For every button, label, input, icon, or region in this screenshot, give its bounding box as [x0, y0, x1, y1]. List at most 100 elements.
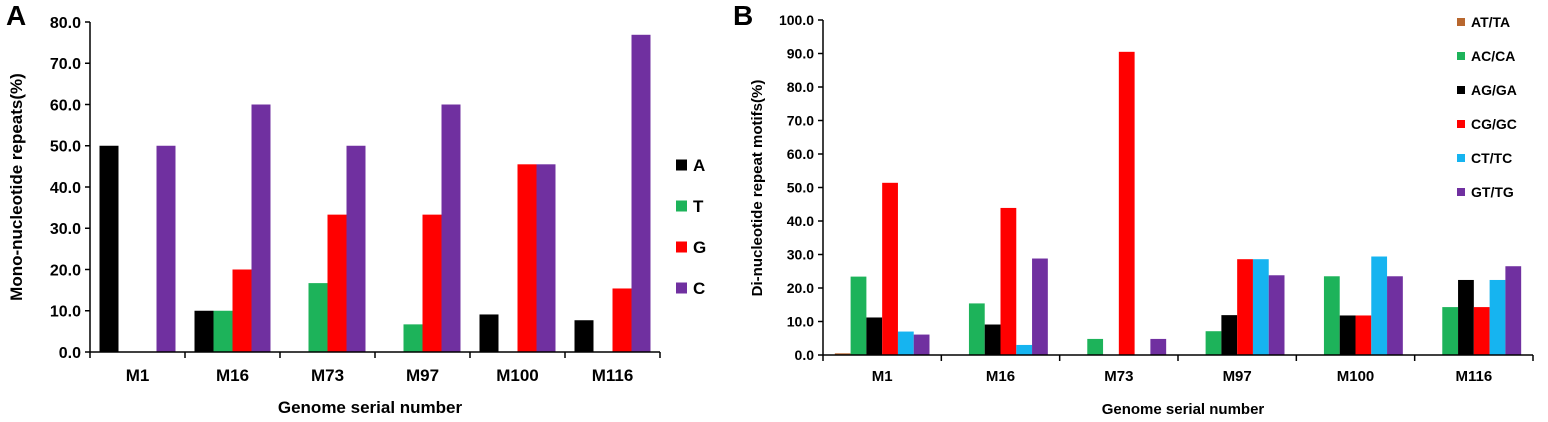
panel-a-y-ticks: 0.0 10.0 20.0 30.0 40.0 50.0 60.0 70.0 80.0	[50, 15, 90, 362]
panel-b-bar-m16-cg-gc	[1000, 207, 1017, 355]
panel-a-category-label: M16	[216, 366, 249, 385]
panel-b-bar-m100-gt-tg	[1387, 276, 1403, 355]
panel-a-bar-m116-c	[631, 34, 651, 352]
panel-b-y-axis-title: Di-nucleotide repeat motifs(%)	[749, 80, 766, 297]
panel-a-bar-m97-t	[403, 324, 423, 352]
panel-b-legend-swatch-ac-ca	[1457, 52, 1465, 60]
panel-b-bar-m97-cg-gc	[1237, 259, 1253, 355]
panel-a-bar-m1-c	[156, 145, 176, 352]
panel-b-legend-label-ag-ga: AG/GA	[1471, 82, 1517, 98]
panel-a-bar-m100-a	[479, 314, 499, 352]
panel-a-y-tick-label: 40.0	[50, 180, 81, 197]
panel-b-bar-m97-ct-tc	[1252, 259, 1269, 355]
panel-b-legend: AT/TA AC/CA AG/GA CG/GC CT/TC GT/TG	[1457, 14, 1517, 200]
panel-a-bar-m73-c	[346, 145, 366, 352]
panel-a-y-tick-label: 60.0	[50, 97, 81, 114]
panel-b-bar-m116-gt-tg	[1505, 266, 1522, 355]
panel-b-di-nucleotide-chart: B Di-nucleotide repeat motifs(%) Genome …	[733, 0, 1534, 418]
panel-b-bar-m1-ct-tc	[897, 331, 914, 355]
panel-a-legend-swatch-t	[676, 200, 687, 212]
panel-b-y-tick-label: 30.0	[787, 247, 814, 263]
panel-a-bar-m97-c	[441, 104, 461, 352]
panel-b-bar-m97-ac-ca	[1205, 331, 1222, 355]
panel-b-bar-m16-gt-tg	[1032, 258, 1048, 355]
panel-b-bar-m73-gt-tg	[1150, 338, 1167, 355]
panel-b-bar-m1-ac-ca	[850, 276, 867, 355]
panel-a-category-labels: M1 M16 M73 M97 M100 M116	[126, 366, 634, 385]
panel-b-y-tick-label: 100.0	[779, 12, 814, 28]
panel-a-legend-label-g: G	[693, 238, 706, 257]
panel-b-y-tick-label: 10.0	[787, 314, 814, 330]
panel-b-y-tick-label: 50.0	[787, 180, 814, 196]
panel-a-legend-label-c: C	[693, 279, 705, 298]
panel-a-bar-m116-a	[574, 320, 594, 352]
panel-a-y-tick-label: 70.0	[50, 56, 81, 73]
panel-b-y-tick-label: 70.0	[787, 113, 814, 129]
panel-b-legend-label-at-ta: AT/TA	[1471, 14, 1510, 30]
panel-a-legend-swatch-a	[676, 159, 687, 171]
panel-b-bar-m1-at-ta	[834, 353, 851, 355]
panel-b-bar-m116-cg-gc	[1473, 307, 1490, 355]
panel-b-category-label: M1	[872, 368, 893, 385]
panel-b-x-axis-title: Genome serial number	[1102, 401, 1265, 418]
panel-a-category-label: M100	[496, 366, 539, 385]
panel-b-category-label: M100	[1337, 368, 1375, 385]
panel-b-category-label: M73	[1104, 368, 1133, 385]
panel-b-bar-m116-ac-ca	[1442, 307, 1459, 355]
panel-a-category-label: M1	[126, 366, 150, 385]
panel-a-y-tick-label: 80.0	[50, 15, 81, 32]
panel-b-y-tick-label: 80.0	[787, 79, 814, 95]
panel-a-bar-m97-g	[422, 214, 442, 352]
panel-b-bar-m116-ct-tc	[1489, 279, 1506, 355]
panel-a-bar-m116-g	[612, 288, 632, 352]
panel-a-bar-m100-g	[517, 164, 537, 352]
panel-b-legend-swatch-ct-tc	[1457, 154, 1465, 162]
panel-b-bars	[834, 51, 1522, 355]
panel-b-bar-m1-cg-gc	[882, 182, 898, 355]
panel-a-category-label: M97	[406, 366, 439, 385]
panel-a-legend-swatch-c	[676, 282, 687, 294]
panel-a-bar-m73-g	[327, 214, 347, 352]
panel-a-label: A	[6, 0, 26, 31]
panel-b-y-ticks: 0.0 10.0 20.0 30.0 40.0 50.0 60.0 70.0 80.0 90.0 1…	[779, 12, 823, 363]
panel-b-bar-m73-cg-gc	[1118, 51, 1135, 355]
panel-b-bar-m73-ac-ca	[1087, 338, 1104, 355]
panel-a-y-tick-label: 0.0	[59, 345, 81, 362]
panel-a-category-label: M116	[592, 366, 634, 385]
panel-b-bar-m16-ac-ca	[968, 303, 985, 355]
panel-b-label: B	[733, 0, 753, 31]
panel-a-y-tick-label: 50.0	[50, 139, 81, 156]
panel-b-bar-m16-ct-tc	[1016, 344, 1033, 355]
panel-b-bar-m1-gt-tg	[913, 334, 930, 355]
panel-b-y-tick-label: 40.0	[787, 213, 814, 229]
panel-b-bar-m97-gt-tg	[1268, 275, 1285, 355]
panel-a-bars	[99, 34, 651, 352]
panel-a-mono-nucleotide-chart: A Mono-nucleotide repeats(%) Genome seri…	[6, 0, 706, 417]
panel-a-bar-m73-t	[308, 283, 328, 352]
panel-b-category-label: M116	[1455, 368, 1492, 385]
panel-a-legend-label-t: T	[693, 197, 704, 216]
panel-a-bar-m16-c	[251, 104, 271, 352]
panel-b-category-label: M16	[986, 368, 1015, 385]
panel-b-category-labels: M1 M16 M73 M97 M100 M116	[872, 368, 1492, 385]
panel-a-bar-m16-a	[194, 310, 214, 352]
panel-a-category-label: M73	[311, 366, 344, 385]
panel-b-y-tick-label: 0.0	[795, 347, 815, 363]
panel-a-y-tick-label: 10.0	[50, 304, 81, 321]
panel-b-bar-m100-ac-ca	[1323, 276, 1340, 355]
panel-a-legend-swatch-g	[676, 241, 687, 253]
panel-a-bar-m1-a	[99, 145, 119, 352]
panel-a-bar-m16-g	[232, 269, 252, 352]
panel-b-axes	[822, 20, 1534, 361]
panel-b-bar-m116-ag-ga	[1458, 279, 1474, 355]
panel-a-legend-label-a: A	[693, 156, 705, 175]
panel-b-bar-m100-ct-tc	[1371, 256, 1388, 355]
panel-b-legend-label-gt-tg: GT/TG	[1471, 184, 1514, 200]
panel-a-y-axis-title: Mono-nucleotide repeats(%)	[7, 73, 26, 301]
panel-b-legend-swatch-gt-tg	[1457, 188, 1465, 196]
panel-b-y-tick-label: 90.0	[787, 46, 814, 62]
panel-a-bar-m16-t	[213, 310, 233, 352]
panel-b-bar-m100-cg-gc	[1355, 315, 1372, 355]
panel-a-y-tick-label: 20.0	[50, 262, 81, 279]
